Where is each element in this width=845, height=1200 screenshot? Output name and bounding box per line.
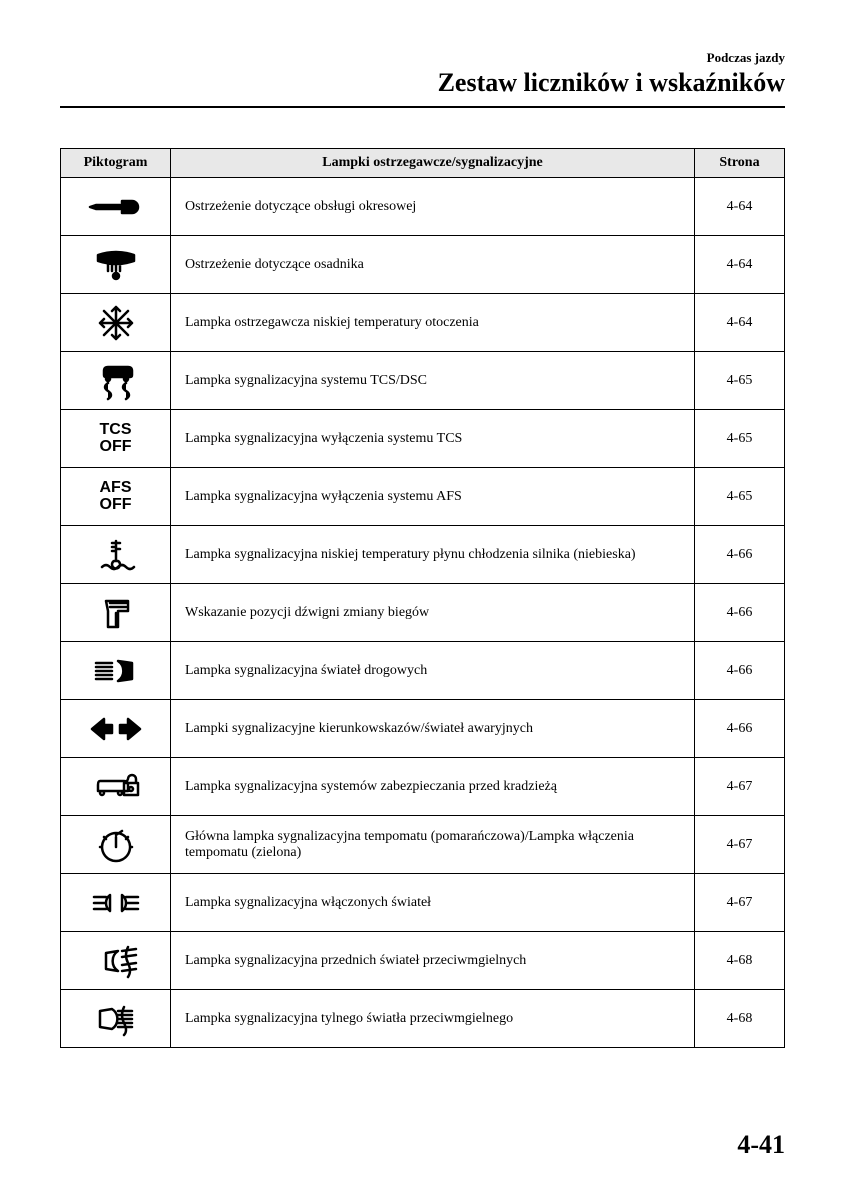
header-sub: Podczas jazdy [60,50,785,66]
table-row: Lampka sygnalizacyjna przednich świateł … [61,932,785,990]
page-reference: 4-67 [695,874,785,932]
header-divider [60,106,785,108]
wrench-icon [61,178,171,236]
page-reference: 4-67 [695,816,785,874]
lights-on-icon-svg [88,883,144,923]
table-row: Lampka sygnalizacyjna tylnego światła pr… [61,990,785,1048]
indicator-description: Lampka sygnalizacyjna włączonych świateł [171,874,695,932]
page-header: Podczas jazdy Zestaw liczników i wskaźni… [60,50,785,98]
table-row: Główna lampka sygnalizacyjna tempomatu (… [61,816,785,874]
page-reference: 4-66 [695,584,785,642]
indicator-description: Lampka sygnalizacyjna świateł drogowych [171,642,695,700]
page-reference: 4-65 [695,352,785,410]
snowflake-icon-svg [88,303,144,343]
turn-signals-icon [61,700,171,758]
wrench-icon-svg [88,187,144,227]
col-header-page: Strona [695,149,785,178]
table-row: AFSOFFLampka sygnalizacyjna wyłączenia s… [61,468,785,526]
col-header-desc: Lampki ostrzegawcze/sygnalizacyjne [171,149,695,178]
table-row: Lampka sygnalizacyjna świateł drogowych4… [61,642,785,700]
antitheft-icon-svg [88,767,144,807]
indicator-description: Ostrzeżenie dotyczące osadnika [171,236,695,294]
rear-fog-icon-svg [88,999,144,1039]
table-row: Wskazanie pozycji dźwigni zmiany biegów4… [61,584,785,642]
table-row: Ostrzeżenie dotyczące osadnika4-64 [61,236,785,294]
gear-position-icon-svg [88,593,144,633]
sediment-icon-svg [88,245,144,285]
high-beam-icon-svg [88,651,144,691]
indicators-table: Piktogram Lampki ostrzegawcze/sygnalizac… [60,148,785,1048]
page-reference: 4-68 [695,990,785,1048]
snowflake-icon [61,294,171,352]
indicator-description: Wskazanie pozycji dźwigni zmiany biegów [171,584,695,642]
rear-fog-icon [61,990,171,1048]
lights-on-icon [61,874,171,932]
page-reference: 4-64 [695,294,785,352]
sediment-icon [61,236,171,294]
indicator-description: Lampka sygnalizacyjna systemu TCS/DSC [171,352,695,410]
tcs-dsc-icon [61,352,171,410]
page-reference: 4-64 [695,178,785,236]
page-reference: 4-66 [695,526,785,584]
table-row: Lampka ostrzegawcza niskiej temperatury … [61,294,785,352]
tcs-dsc-icon-svg [88,361,144,401]
indicator-description: Ostrzeżenie dotyczące obsługi okresowej [171,178,695,236]
indicator-description: Lampka sygnalizacyjna wyłączenia systemu… [171,410,695,468]
table-row: Lampka sygnalizacyjna niskiej temperatur… [61,526,785,584]
indicator-description: Lampka sygnalizacyjna tylnego światła pr… [171,990,695,1048]
afs-off-icon-label: AFSOFF [65,480,166,514]
cruise-control-icon [61,816,171,874]
page-reference: 4-67 [695,758,785,816]
coolant-temp-icon-svg [88,535,144,575]
indicator-description: Lampka sygnalizacyjna wyłączenia systemu… [171,468,695,526]
tcs-off-icon: TCSOFF [61,410,171,468]
table-row: Lampka sygnalizacyjna systemów zabezpiec… [61,758,785,816]
front-fog-icon [61,932,171,990]
page-number: 4-41 [737,1130,785,1160]
table-row: Lampka sygnalizacyjna włączonych świateł… [61,874,785,932]
header-title: Zestaw liczników i wskaźników [60,68,785,98]
table-row: Ostrzeżenie dotyczące obsługi okresowej4… [61,178,785,236]
indicator-description: Główna lampka sygnalizacyjna tempomatu (… [171,816,695,874]
antitheft-icon [61,758,171,816]
gear-position-icon [61,584,171,642]
page-reference: 4-65 [695,410,785,468]
page-reference: 4-64 [695,236,785,294]
coolant-temp-icon [61,526,171,584]
table-row: Lampki sygnalizacyjne kierunkowskazów/św… [61,700,785,758]
high-beam-icon [61,642,171,700]
table-row: Lampka sygnalizacyjna systemu TCS/DSC4-6… [61,352,785,410]
page-reference: 4-66 [695,700,785,758]
indicator-description: Lampka sygnalizacyjna przednich świateł … [171,932,695,990]
turn-signals-icon-svg [88,709,144,749]
indicator-description: Lampka sygnalizacyjna niskiej temperatur… [171,526,695,584]
tcs-off-icon-label: TCSOFF [65,422,166,456]
cruise-control-icon-svg [88,825,144,865]
page-reference: 4-68 [695,932,785,990]
front-fog-icon-svg [88,941,144,981]
afs-off-icon: AFSOFF [61,468,171,526]
col-header-icon: Piktogram [61,149,171,178]
page-reference: 4-66 [695,642,785,700]
indicator-description: Lampka sygnalizacyjna systemów zabezpiec… [171,758,695,816]
table-row: TCSOFFLampka sygnalizacyjna wyłączenia s… [61,410,785,468]
indicator-description: Lampka ostrzegawcza niskiej temperatury … [171,294,695,352]
indicator-description: Lampki sygnalizacyjne kierunkowskazów/św… [171,700,695,758]
page-reference: 4-65 [695,468,785,526]
